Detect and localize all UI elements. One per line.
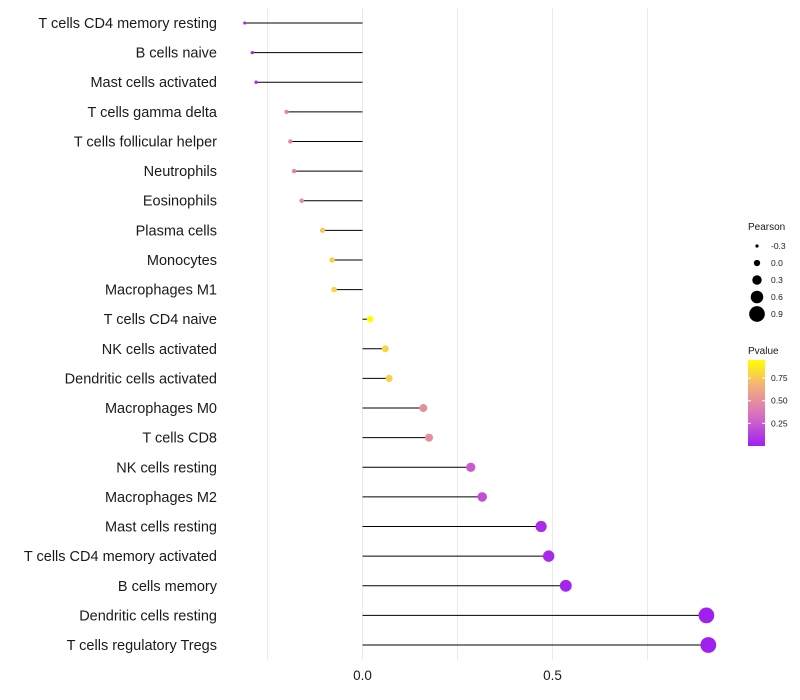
x-tick-label: 0.0 bbox=[353, 668, 372, 683]
category-label: Plasma cells bbox=[136, 223, 217, 239]
x-axis-ticks: 0.0 0.5 bbox=[353, 668, 562, 683]
lollipop-point bbox=[542, 550, 555, 562]
pvalue-legend: Pvalue 0.75 0.50 0.25 bbox=[748, 346, 788, 446]
lollipop-point bbox=[288, 139, 293, 144]
category-label: Monocytes bbox=[147, 253, 217, 269]
pvalue-legend-label: 0.25 bbox=[771, 418, 788, 428]
lollipop-point bbox=[419, 404, 428, 413]
category-label: Mast cells resting bbox=[105, 520, 217, 536]
lollipop-point bbox=[254, 80, 258, 84]
category-label: Mast cells activated bbox=[90, 75, 217, 91]
pearson-legend-key bbox=[750, 290, 764, 304]
lollipop-point bbox=[250, 50, 254, 55]
category-label: T cells follicular helper bbox=[74, 134, 217, 150]
category-label: Macrophages M1 bbox=[105, 283, 217, 299]
lollipop-point bbox=[243, 21, 247, 25]
pvalue-legend-label: 0.75 bbox=[771, 373, 788, 383]
x-tick-label: 0.5 bbox=[543, 668, 562, 683]
lollipop-point bbox=[385, 374, 393, 382]
pearson-legend-key bbox=[755, 244, 759, 248]
pearson-legend: Pearson -0.3 0.0 0.3 0.6 0.9 bbox=[748, 222, 786, 322]
lollipop-point bbox=[284, 109, 289, 114]
pearson-legend-label: 0.6 bbox=[771, 292, 783, 302]
pvalue-legend-label: 0.50 bbox=[771, 396, 788, 406]
category-label: NK cells activated bbox=[102, 342, 217, 358]
grid-lines bbox=[267, 8, 648, 660]
category-label: T cells gamma delta bbox=[88, 105, 218, 121]
pearson-legend-key bbox=[752, 275, 762, 285]
category-labels: T cells CD4 memory resting B cells naive M… bbox=[24, 16, 218, 654]
category-label: Neutrophils bbox=[144, 164, 217, 180]
pearson-legend-label: 0.9 bbox=[771, 309, 783, 319]
category-label: T cells CD4 memory resting bbox=[38, 16, 217, 32]
category-label: B cells naive bbox=[136, 46, 217, 62]
lollipop-point bbox=[381, 345, 389, 353]
lollipop-points bbox=[243, 21, 717, 653]
category-label: Macrophages M2 bbox=[105, 490, 217, 506]
lollipop-point bbox=[424, 433, 434, 442]
category-label: Eosinophils bbox=[143, 194, 217, 210]
category-label: T cells regulatory Tregs bbox=[67, 638, 217, 654]
lollipop-point bbox=[366, 315, 374, 323]
pearson-legend-label: -0.3 bbox=[771, 241, 786, 251]
pearson-legend-label: 0.3 bbox=[771, 275, 783, 285]
lollipop-point bbox=[700, 637, 717, 653]
category-label: B cells memory bbox=[118, 579, 218, 595]
category-label: T cells CD4 memory activated bbox=[24, 549, 217, 565]
pearson-legend-key bbox=[753, 259, 761, 267]
lollipop-point bbox=[329, 257, 335, 263]
category-label: T cells CD8 bbox=[142, 431, 217, 447]
lollipop-point bbox=[299, 198, 305, 204]
lollipop-point bbox=[291, 168, 297, 174]
lollipop-point bbox=[477, 492, 487, 502]
pearson-legend-key bbox=[749, 306, 765, 322]
lollipop-stems bbox=[244, 22, 709, 646]
lollipop-point bbox=[331, 286, 337, 293]
lollipop-point bbox=[559, 579, 572, 592]
category-label: Dendritic cells activated bbox=[65, 371, 217, 387]
pvalue-legend-title: Pvalue bbox=[748, 346, 779, 357]
pearson-legend-title: Pearson bbox=[748, 222, 785, 233]
category-label: NK cells resting bbox=[116, 460, 217, 476]
lollipop-point bbox=[319, 227, 326, 233]
pvalue-colorbar bbox=[748, 360, 765, 446]
category-label: Macrophages M0 bbox=[105, 401, 217, 417]
category-label: Dendritic cells resting bbox=[79, 608, 217, 624]
lollipop-point bbox=[535, 520, 547, 533]
pearson-legend-label: 0.0 bbox=[771, 258, 783, 268]
category-label: T cells CD4 naive bbox=[104, 312, 217, 328]
lollipop-point bbox=[698, 607, 715, 624]
lollipop-point bbox=[466, 462, 476, 472]
